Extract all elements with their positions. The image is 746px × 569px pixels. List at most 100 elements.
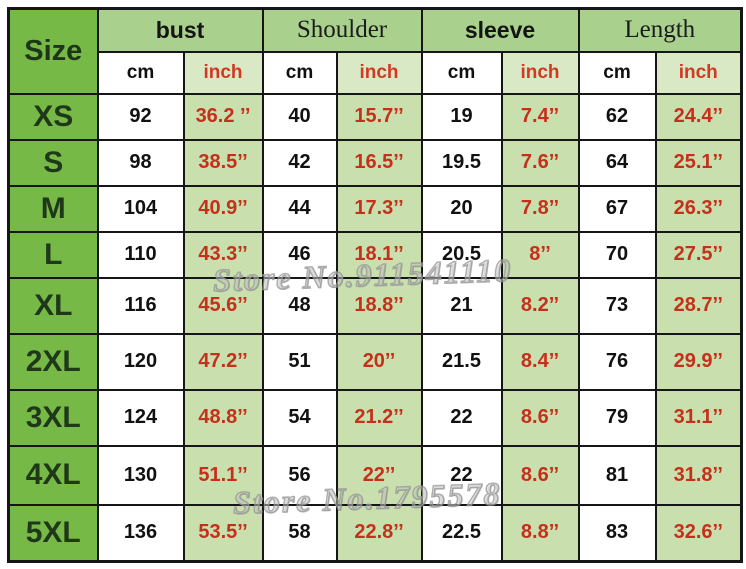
size-label-cell: M xyxy=(7,184,99,233)
cm-value-cell: 46 xyxy=(261,230,338,279)
size-chart-table: Size bust Shoulder sleeve Length cm inch… xyxy=(7,7,744,563)
inch-value-cell: 20’’ xyxy=(335,332,423,391)
cm-value-cell: 21 xyxy=(420,276,503,335)
inch-value-cell: 7.4’’ xyxy=(500,92,580,141)
inch-value-cell: 18.1’’ xyxy=(335,230,423,279)
cm-value-cell: 81 xyxy=(577,444,657,506)
inch-value-cell: 8.4’’ xyxy=(500,332,580,391)
cm-value-cell: 51 xyxy=(261,332,338,391)
table-row: M 104 40.9’’ 44 17.3’’ 20 7.8’’ 67 26.3’’ xyxy=(7,184,743,233)
cm-value-cell: 22 xyxy=(420,444,503,506)
cm-value-cell: 98 xyxy=(96,138,185,187)
table-header: Size bust Shoulder sleeve Length cm inch… xyxy=(7,7,743,95)
group-header-length: Length xyxy=(577,7,743,53)
inch-value-cell: 8.8’’ xyxy=(500,503,580,563)
unit-header-inch: inch xyxy=(500,50,580,95)
table-row: 2XL 120 47.2’’ 51 20’’ 21.5 8.4’’ 76 29.9’’ xyxy=(7,332,743,391)
size-header-cell: Size xyxy=(7,7,99,95)
cm-value-cell: 136 xyxy=(96,503,185,563)
size-label-cell: 4XL xyxy=(7,444,99,506)
cm-value-cell: 22 xyxy=(420,388,503,447)
inch-value-cell: 25.1’’ xyxy=(654,138,743,187)
cm-value-cell: 79 xyxy=(577,388,657,447)
unit-header-cm: cm xyxy=(420,50,503,95)
size-label-cell: XS xyxy=(7,92,99,141)
table-row: 3XL 124 48.8’’ 54 21.2’’ 22 8.6’’ 79 31.1’’ xyxy=(7,388,743,447)
inch-value-cell: 29.9’’ xyxy=(654,332,743,391)
inch-value-cell: 8’’ xyxy=(500,230,580,279)
inch-value-cell: 40.9’’ xyxy=(182,184,264,233)
inch-value-cell: 8.6’’ xyxy=(500,444,580,506)
cm-value-cell: 83 xyxy=(577,503,657,563)
inch-value-cell: 7.8’’ xyxy=(500,184,580,233)
table-row: S 98 38.5’’ 42 16.5’’ 19.5 7.6’’ 64 25.1’’ xyxy=(7,138,743,187)
inch-value-cell: 22.8’’ xyxy=(335,503,423,563)
unit-header-cm: cm xyxy=(96,50,185,95)
inch-value-cell: 43.3’’ xyxy=(182,230,264,279)
inch-value-cell: 31.1’’ xyxy=(654,388,743,447)
size-label-cell: L xyxy=(7,230,99,279)
table-row: 4XL 130 51.1’’ 56 22’’ 22 8.6’’ 81 31.8’’ xyxy=(7,444,743,506)
size-label-cell: 5XL xyxy=(7,503,99,563)
cm-value-cell: 20.5 xyxy=(420,230,503,279)
unit-header-cm: cm xyxy=(261,50,338,95)
cm-value-cell: 58 xyxy=(261,503,338,563)
group-header-row: Size bust Shoulder sleeve Length xyxy=(7,7,743,95)
inch-value-cell: 32.6’’ xyxy=(654,503,743,563)
inch-value-cell: 17.3’’ xyxy=(335,184,423,233)
inch-value-cell: 28.7’’ xyxy=(654,276,743,335)
inch-value-cell: 24.4’’ xyxy=(654,92,743,141)
unit-header-inch: inch xyxy=(654,50,743,95)
size-label-cell: 3XL xyxy=(7,388,99,447)
cm-value-cell: 92 xyxy=(96,92,185,141)
size-label-cell: S xyxy=(7,138,99,187)
inch-value-cell: 51.1’’ xyxy=(182,444,264,506)
cm-value-cell: 21.5 xyxy=(420,332,503,391)
cm-value-cell: 19.5 xyxy=(420,138,503,187)
cm-value-cell: 62 xyxy=(577,92,657,141)
cm-value-cell: 44 xyxy=(261,184,338,233)
cm-value-cell: 73 xyxy=(577,276,657,335)
cm-value-cell: 116 xyxy=(96,276,185,335)
cm-value-cell: 64 xyxy=(577,138,657,187)
inch-value-cell: 7.6’’ xyxy=(500,138,580,187)
cm-value-cell: 22.5 xyxy=(420,503,503,563)
inch-value-cell: 36.2 ’’ xyxy=(182,92,264,141)
inch-value-cell: 8.2’’ xyxy=(500,276,580,335)
cm-value-cell: 130 xyxy=(96,444,185,506)
inch-value-cell: 38.5’’ xyxy=(182,138,264,187)
cm-value-cell: 42 xyxy=(261,138,338,187)
unit-header-cm: cm xyxy=(577,50,657,95)
cm-value-cell: 20 xyxy=(420,184,503,233)
inch-value-cell: 22’’ xyxy=(335,444,423,506)
cm-value-cell: 110 xyxy=(96,230,185,279)
unit-header-row: cm inch cm inch cm inch cm inch xyxy=(9,50,743,95)
size-label-cell: 2XL xyxy=(7,332,99,391)
size-label-cell: XL xyxy=(7,276,99,335)
unit-header-inch: inch xyxy=(335,50,423,95)
group-header-shoulder: Shoulder xyxy=(261,7,423,53)
table-body: XS 92 36.2 ’’ 40 15.7’’ 19 7.4’’ 62 24.4’’ S 98 38.… xyxy=(7,92,743,563)
cm-value-cell: 120 xyxy=(96,332,185,391)
inch-value-cell: 21.2’’ xyxy=(335,388,423,447)
unit-header-inch: inch xyxy=(182,50,264,95)
cm-value-cell: 19 xyxy=(420,92,503,141)
cm-value-cell: 56 xyxy=(261,444,338,506)
table-row: XL 116 45.6’’ 48 18.8’’ 21 8.2’’ 73 28.7’’ xyxy=(7,276,743,335)
inch-value-cell: 47.2’’ xyxy=(182,332,264,391)
inch-value-cell: 53.5’’ xyxy=(182,503,264,563)
cm-value-cell: 40 xyxy=(261,92,338,141)
inch-value-cell: 48.8’’ xyxy=(182,388,264,447)
cm-value-cell: 48 xyxy=(261,276,338,335)
table-row: 5XL 136 53.5’’ 58 22.8’’ 22.5 8.8’’ 83 32.6’’ xyxy=(7,503,743,563)
inch-value-cell: 45.6’’ xyxy=(182,276,264,335)
cm-value-cell: 54 xyxy=(261,388,338,447)
inch-value-cell: 31.8’’ xyxy=(654,444,743,506)
inch-value-cell: 8.6’’ xyxy=(500,388,580,447)
cm-value-cell: 104 xyxy=(96,184,185,233)
cm-value-cell: 76 xyxy=(577,332,657,391)
inch-value-cell: 15.7’’ xyxy=(335,92,423,141)
inch-value-cell: 27.5’’ xyxy=(654,230,743,279)
inch-value-cell: 18.8’’ xyxy=(335,276,423,335)
